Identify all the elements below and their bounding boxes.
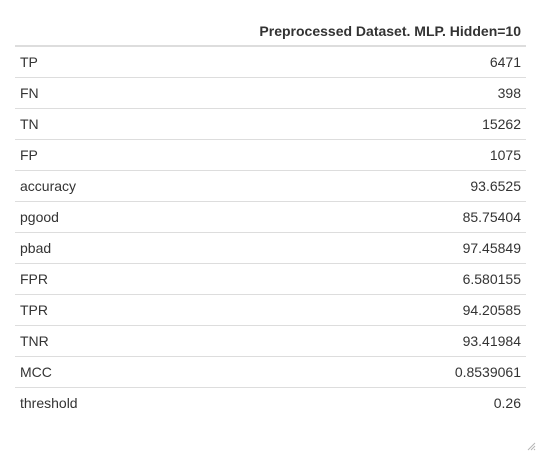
metric-value-cell: 97.45849 xyxy=(116,232,526,264)
metric-name-cell: pgood xyxy=(15,201,117,233)
metric-name-cell: TNR xyxy=(15,325,117,357)
header-model-title: Preprocessed Dataset. MLP. Hidden=10 xyxy=(116,15,526,47)
metric-name-cell: FPR xyxy=(15,263,117,295)
metric-value-cell: 94.20585 xyxy=(116,294,526,326)
table-row: accuracy 93.6525 xyxy=(15,170,526,202)
metric-name-cell: TP xyxy=(20,54,38,70)
table-body: TP 6471 FN 398 TN 15262 FP 1075 accuracy 93.6525 p… xyxy=(15,46,526,418)
metric-value-cell: 1075 xyxy=(116,139,526,171)
results-table: Preprocessed Dataset. MLP. Hidden=10 TP 6… xyxy=(15,15,526,418)
table-row: FN 398 xyxy=(15,77,526,109)
table-row: FP 1075 xyxy=(15,139,526,171)
metric-value-cell: 6471 xyxy=(489,54,521,70)
table-row: MCC 0.8539061 xyxy=(15,356,526,388)
metric-value-cell: 15262 xyxy=(116,108,526,140)
metric-name-cell: FN xyxy=(15,77,117,109)
resize-grip-icon[interactable] xyxy=(526,441,536,451)
header-metric-label xyxy=(15,15,117,47)
table-row: pbad 97.45849 xyxy=(15,232,526,264)
table-row: pgood 85.75404 xyxy=(15,201,526,233)
metric-name-cell: TPR xyxy=(15,294,117,326)
table-row: TNR 93.41984 xyxy=(15,325,526,357)
metric-value-cell: 93.6525 xyxy=(116,170,526,202)
table-row: FPR 6.580155 xyxy=(15,263,526,295)
metric-value-cell: 93.41984 xyxy=(116,325,526,357)
table-row: TN 15262 xyxy=(15,108,526,140)
table-row: TPR 94.20585 xyxy=(15,294,526,326)
metric-value-cell: 85.75404 xyxy=(116,201,526,233)
metric-value-cell: 0.26 xyxy=(116,387,526,418)
table-row: TP 6471 xyxy=(15,46,526,78)
metric-name-cell: FP xyxy=(15,139,117,171)
metric-name-cell: accuracy xyxy=(15,170,117,202)
metric-name-cell: MCC xyxy=(15,356,117,388)
metric-name-cell: pbad xyxy=(15,232,117,264)
metric-value-cell: 398 xyxy=(116,77,526,109)
metric-value-cell: 6.580155 xyxy=(116,263,526,295)
table-header-row: Preprocessed Dataset. MLP. Hidden=10 xyxy=(15,15,526,47)
results-table-container: Preprocessed Dataset. MLP. Hidden=10 TP 6… xyxy=(15,15,526,418)
metric-value-cell: 0.8539061 xyxy=(116,356,526,388)
metric-name-cell: threshold xyxy=(15,387,117,418)
metric-name-cell: TN xyxy=(15,108,117,140)
table-row: threshold 0.26 xyxy=(15,387,526,418)
